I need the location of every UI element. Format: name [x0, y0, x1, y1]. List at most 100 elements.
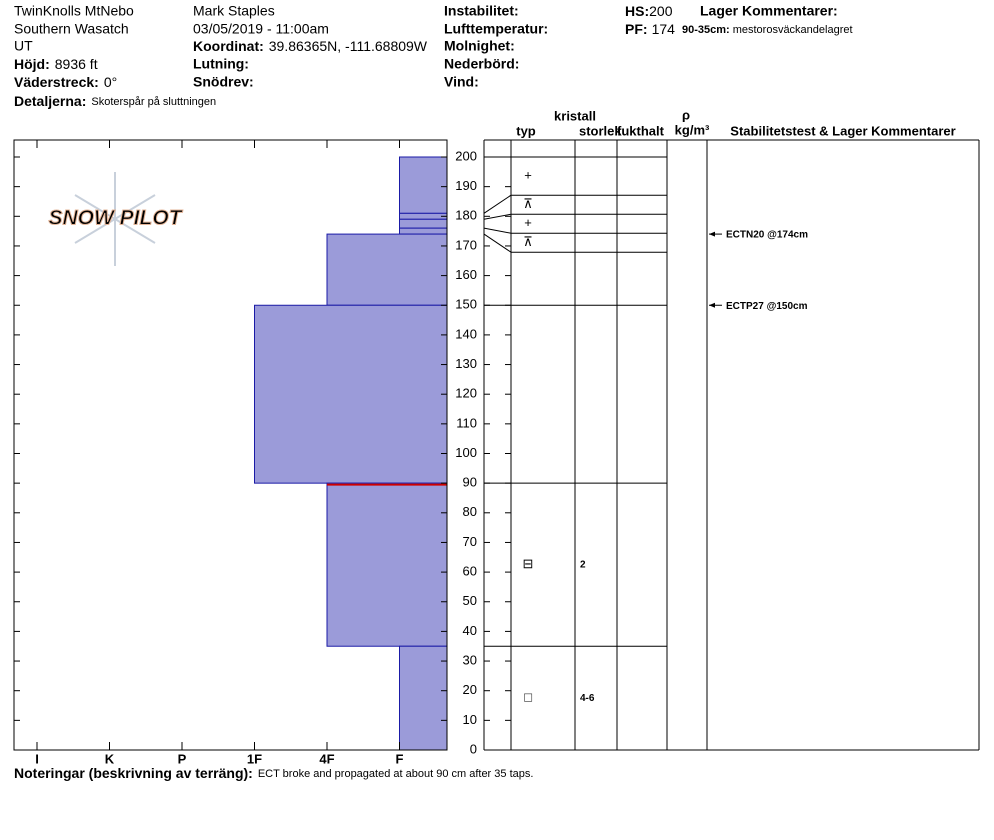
instability: Instabilitet: — [444, 3, 519, 19]
value: 200 — [649, 3, 673, 19]
grain-size: 2 — [580, 559, 586, 570]
y-tick-label: 20 — [463, 682, 477, 697]
y-tick-label: 170 — [455, 237, 477, 252]
y-tick-label: 150 — [455, 297, 477, 312]
label: Noteringar (beskrivning av terräng): — [14, 765, 253, 781]
hardness-bar — [399, 645, 448, 751]
x-tick-label: I — [35, 751, 39, 766]
label: Detaljerna: — [14, 93, 86, 109]
col-crystal: kristall — [554, 108, 596, 123]
hardness-bar — [399, 156, 448, 214]
logo — [74, 172, 156, 266]
label: 90-35cm: — [682, 24, 730, 36]
col-density: ρ — [682, 107, 690, 122]
test-arrowhead — [709, 231, 715, 237]
header: TwinKnolls MtNebo Southern Wasatch UT Hö… — [14, 3, 853, 109]
y-tick-label: 10 — [463, 712, 477, 727]
col-density-unit: kg/m³ — [675, 122, 710, 137]
col-size: storlek — [579, 123, 622, 138]
x-tick-label: 4F — [319, 751, 334, 766]
hardness-frame — [13, 139, 448, 751]
y-tick-label: 160 — [455, 267, 477, 282]
label: PF: — [625, 21, 648, 37]
grain-type: ⊼ — [523, 234, 533, 249]
wind: Vind: — [444, 74, 479, 90]
fan-line — [483, 233, 512, 253]
y-tick-label: 60 — [463, 564, 477, 579]
fan-line — [483, 213, 512, 220]
label: Väderstreck: — [14, 74, 99, 90]
grain-type: + — [524, 215, 532, 230]
precip: Nederbörd: — [444, 56, 519, 72]
y-tick-label: 0 — [470, 741, 477, 756]
y-tick-label: 50 — [463, 593, 477, 608]
y-tick-label: 110 — [456, 415, 477, 430]
sky: Molnighet: — [444, 38, 515, 54]
layer-comment: 90-35cm: mestorosväckandelagret — [682, 24, 853, 36]
text: mestorosväckandelagret — [733, 24, 853, 36]
x-tick-label: 1F — [247, 751, 262, 766]
slope: Lutning: — [193, 56, 249, 72]
label: Koordinat: — [193, 38, 264, 54]
col-moisture: fukthalt — [617, 123, 665, 138]
grain-type: ⊼ — [523, 196, 533, 211]
column-headers: kristall typ storlek fukthalt ρ kg/m³ St… — [516, 107, 955, 138]
pf: PF: 174 — [625, 21, 675, 37]
y-tick-label: 100 — [455, 445, 477, 460]
hardness-bar — [326, 482, 448, 647]
value: 0° — [104, 74, 117, 90]
fan-line — [483, 194, 512, 214]
air-temp: Lufttemperatur: — [444, 21, 548, 37]
footer: Noteringar (beskrivning av terräng): ECT … — [14, 765, 533, 781]
value: 174 — [652, 21, 676, 37]
layer-comments-title: Lager Kommentarer: — [700, 3, 838, 19]
grain-size: 4-6 — [580, 693, 595, 704]
test-label: ECTN20 @174cm — [726, 230, 808, 241]
y-tick-label: 90 — [463, 475, 477, 490]
aspect: Väderstreck: 0° — [14, 74, 117, 90]
x-tick-label: F — [396, 751, 404, 766]
details: Detaljerna: Skoterspår på sluttningen — [14, 93, 216, 109]
col-stability: Stabilitetstest & Lager Kommentarer — [730, 123, 955, 138]
location: TwinKnolls MtNebo — [14, 3, 134, 19]
fan-line — [483, 227, 512, 234]
x-tick-label: K — [105, 751, 115, 766]
value: 8936 ft — [55, 56, 98, 72]
hardness-bar — [399, 227, 448, 235]
label: HS: — [625, 3, 649, 19]
range: Southern Wasatch — [14, 21, 129, 37]
wind-loading: Snödrev: — [193, 74, 254, 90]
value: Skoterspår på sluttningen — [91, 96, 216, 108]
y-tick-label: 80 — [463, 504, 477, 519]
y-tick-label: 120 — [455, 386, 477, 401]
grain-type: ⊟ — [523, 556, 534, 571]
y-tick-label: 140 — [455, 326, 477, 341]
state: UT — [14, 38, 33, 54]
text: ECT broke and propagated at about 90 cm … — [258, 768, 534, 780]
flake — [74, 194, 156, 244]
elevation: Höjd: 8936 ft — [14, 56, 98, 72]
label: Höjd: — [14, 56, 50, 72]
logo-text: SNOW PILOT — [49, 207, 184, 230]
col-type: typ — [516, 123, 536, 138]
observer: Mark Staples — [193, 3, 275, 19]
y-tick-label: 40 — [463, 623, 477, 638]
x-tick-label: P — [178, 751, 187, 766]
hardness-bar — [254, 304, 448, 484]
y-tick-label: 30 — [463, 652, 477, 667]
test-arrowhead — [709, 302, 715, 308]
hardness-bar — [326, 233, 448, 306]
y-tick-label: 70 — [463, 534, 477, 549]
grain-type: □ — [524, 690, 532, 705]
hardness-bar — [399, 218, 448, 229]
grain-type: + — [524, 168, 532, 183]
value: 39.86365N, -111.68809W — [269, 38, 428, 54]
hs: HS:200 — [625, 3, 673, 19]
coordinates: Koordinat: 39.86365N, -111.68809W — [193, 38, 428, 54]
y-tick-label: 180 — [455, 208, 477, 223]
y-tick-label: 190 — [455, 178, 477, 193]
y-tick-label: 200 — [455, 148, 477, 163]
datetime: 03/05/2019 - 11:00am — [193, 21, 329, 37]
hardness-bar — [399, 212, 448, 220]
